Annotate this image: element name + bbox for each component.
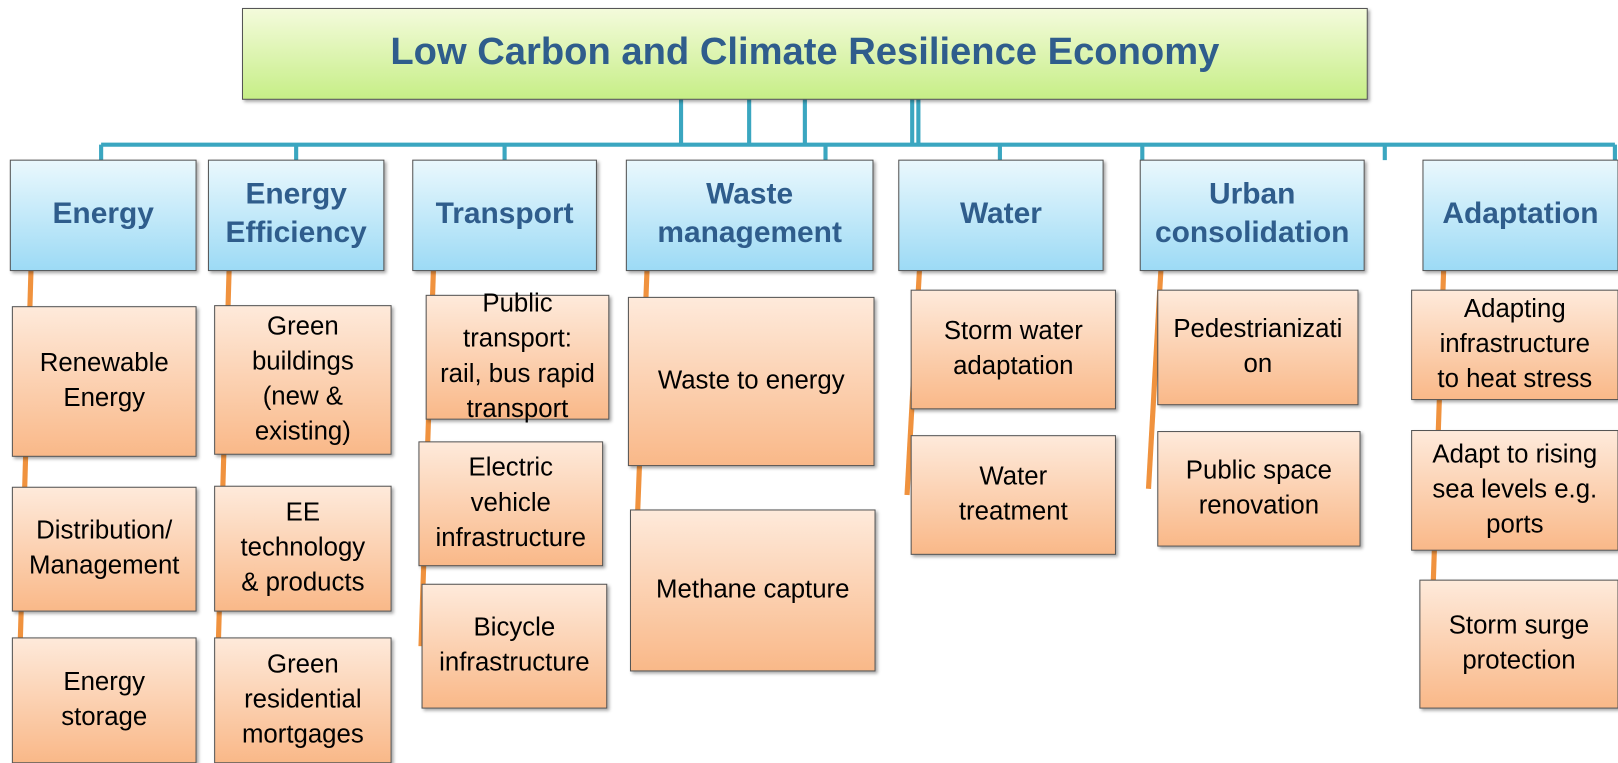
label: Storm water adaptation [944, 317, 1083, 380]
label: Storm surge protection [1449, 611, 1589, 674]
item-box [11, 486, 197, 612]
item-box [629, 509, 876, 672]
item-box [11, 306, 197, 457]
label: Adaptation [1442, 197, 1598, 230]
label: Water [960, 197, 1042, 230]
item-box [1419, 579, 1618, 709]
label: Green buildings (new & existing) [252, 312, 354, 445]
header-box [898, 159, 1104, 272]
label: Pedestrianizati on [1173, 315, 1342, 378]
item-box [1411, 429, 1618, 551]
item-box [910, 289, 1116, 410]
label: Energy [52, 197, 154, 230]
label: Energy Efficiency [226, 178, 368, 249]
header-box [1422, 159, 1618, 272]
connectors [99, 99, 1617, 161]
label: Adapt to rising sea levels e.g. ports [1432, 440, 1597, 538]
header-box [1139, 159, 1365, 272]
header-box [412, 159, 597, 272]
label: Waste to energy [658, 366, 845, 394]
label: Public space renovation [1186, 456, 1332, 519]
item-box [214, 637, 392, 763]
label: Methane capture [656, 575, 849, 603]
item-box [418, 441, 604, 567]
item-box [214, 485, 392, 612]
label: Distribution/Management [29, 516, 179, 579]
item-box [1411, 289, 1618, 401]
item-box [1157, 289, 1359, 406]
label: Transport [436, 197, 574, 230]
label: Low Carbon and Climate Resilience Econom… [390, 30, 1220, 73]
label: Energy storage [61, 668, 147, 731]
label: EE technology & products [241, 498, 366, 596]
item-box [910, 435, 1116, 555]
item-box [214, 305, 392, 455]
title-box [241, 7, 1368, 100]
header-box [9, 159, 197, 272]
label: Bicycle infrastructure [439, 613, 589, 676]
label: Water treatment [959, 462, 1068, 525]
label: Electric vehicle infrastructure [436, 454, 586, 552]
item-box [421, 583, 608, 709]
label: Urban consolidation [1155, 178, 1349, 249]
item-box [627, 296, 875, 467]
item-box [1157, 431, 1361, 547]
label: Adapting infrastructure to heat stress [1437, 295, 1592, 393]
label: Public transport: rail, bus rapid transport [440, 289, 595, 422]
header-box [207, 159, 385, 272]
label: Waste management [657, 178, 842, 249]
label: Renewable Energy [40, 349, 169, 412]
label: Green residential mortgages [242, 650, 364, 748]
header-box [625, 159, 874, 272]
item-box [11, 637, 197, 763]
item-box [425, 294, 610, 420]
